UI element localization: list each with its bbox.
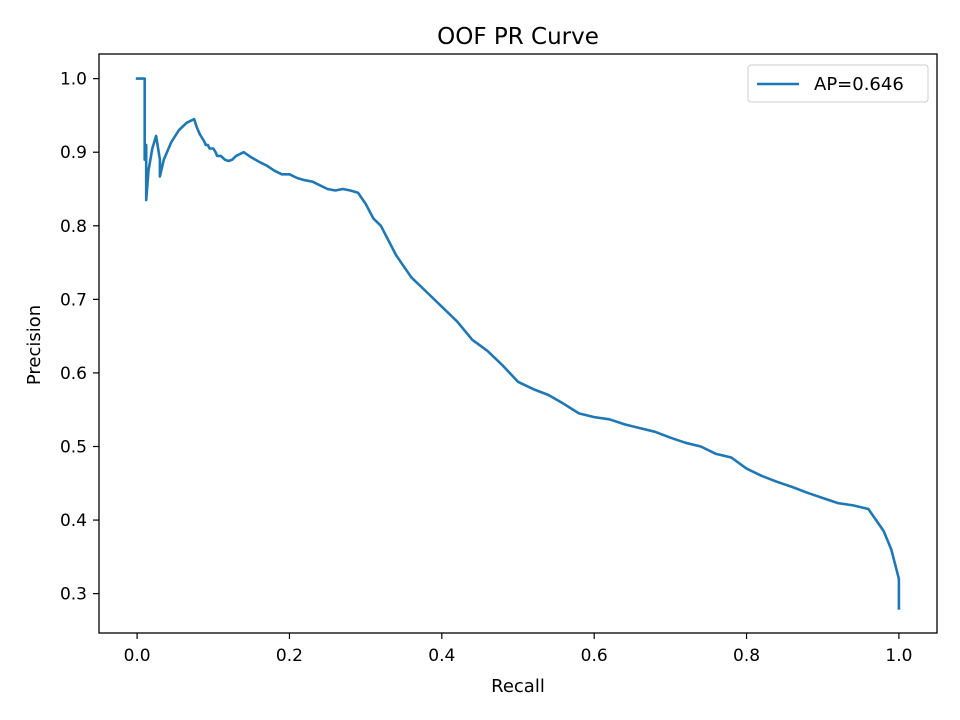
y-tick-label: 0.4 (60, 511, 87, 531)
y-axis: 0.3 0.4 0.5 0.6 0.7 0.8 0.9 1.0 (60, 70, 99, 605)
x-axis-label: Recall (491, 676, 545, 697)
y-tick-label: 0.5 (60, 437, 87, 457)
x-axis: 0.0 0.2 0.4 0.6 0.8 1.0 (124, 633, 912, 666)
legend-box (747, 64, 929, 103)
y-tick-label: 0.9 (60, 143, 87, 163)
y-tick-label: 0.7 (60, 290, 87, 310)
x-tick-label: 0.0 (124, 646, 151, 666)
x-tick-label: 0.6 (581, 646, 608, 666)
legend-entry-label: AP=0.646 (814, 74, 904, 95)
legend: AP=0.646 (747, 64, 929, 103)
y-tick-label: 0.6 (60, 364, 87, 384)
pr-curve-line (135, 77, 901, 610)
x-tick-label: 0.4 (428, 646, 455, 666)
axes-frame (98, 53, 938, 634)
y-tick-label: 1.0 (60, 70, 87, 90)
x-tick-label: 0.2 (276, 646, 303, 666)
y-tick-label: 0.3 (60, 585, 87, 605)
plot-area (135, 77, 901, 610)
y-tick-label: 0.8 (60, 217, 87, 237)
y-axis-label: Precision (24, 305, 45, 385)
x-tick-label: 1.0 (885, 646, 912, 666)
chart-title: OOF PR Curve (437, 24, 599, 50)
x-tick-label: 0.8 (733, 646, 760, 666)
